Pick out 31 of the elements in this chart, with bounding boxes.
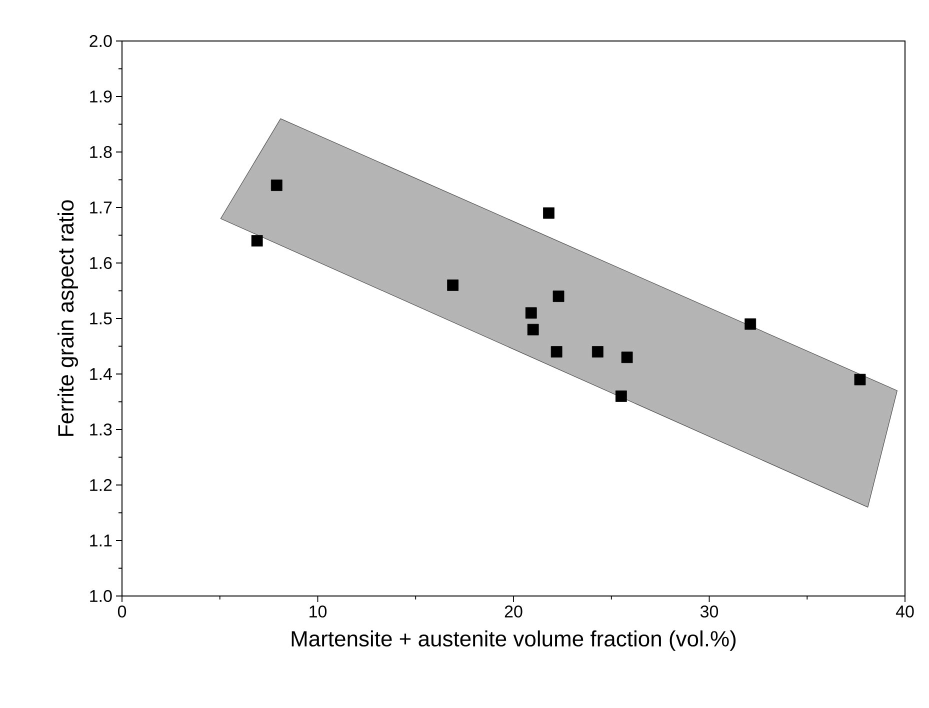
point xyxy=(270,180,282,191)
y-tick-label: 2.0 xyxy=(90,34,112,48)
point xyxy=(552,290,564,302)
x-tick-label: 20 xyxy=(504,606,522,618)
point xyxy=(621,352,633,364)
point xyxy=(543,207,554,219)
point xyxy=(251,235,263,246)
x-tick-label: 10 xyxy=(310,606,327,618)
point xyxy=(525,307,537,319)
point xyxy=(447,279,459,291)
point xyxy=(527,324,539,336)
y-tick-label: 1.1 xyxy=(90,534,112,546)
point xyxy=(615,390,627,402)
y-tick-label: 1.2 xyxy=(90,479,112,491)
y-tick-label: 1.0 xyxy=(90,590,112,602)
y-tick-label: 1.9 xyxy=(90,90,112,103)
x-tick-label: 40 xyxy=(896,606,914,618)
y-tick-label: 1.6 xyxy=(90,256,112,270)
x-axis-title: Martensite + austenite volume fraction (vol.%) xyxy=(292,630,736,651)
y-tick-label: 1.8 xyxy=(90,146,112,158)
point xyxy=(744,318,756,330)
y-tick-label: 1.5 xyxy=(90,312,112,324)
y-tick-label: 1.7 xyxy=(90,202,112,214)
point xyxy=(592,346,604,358)
y-tick-label: 1.4 xyxy=(90,368,112,380)
x-tick-label: 30 xyxy=(700,606,718,618)
point xyxy=(550,346,562,358)
y-axis-title: Ferrite grain aspect ratio xyxy=(58,200,78,436)
point xyxy=(854,374,866,386)
x-tick-label: 0 xyxy=(118,606,126,618)
y-tick-label: 1.3 xyxy=(90,423,112,436)
